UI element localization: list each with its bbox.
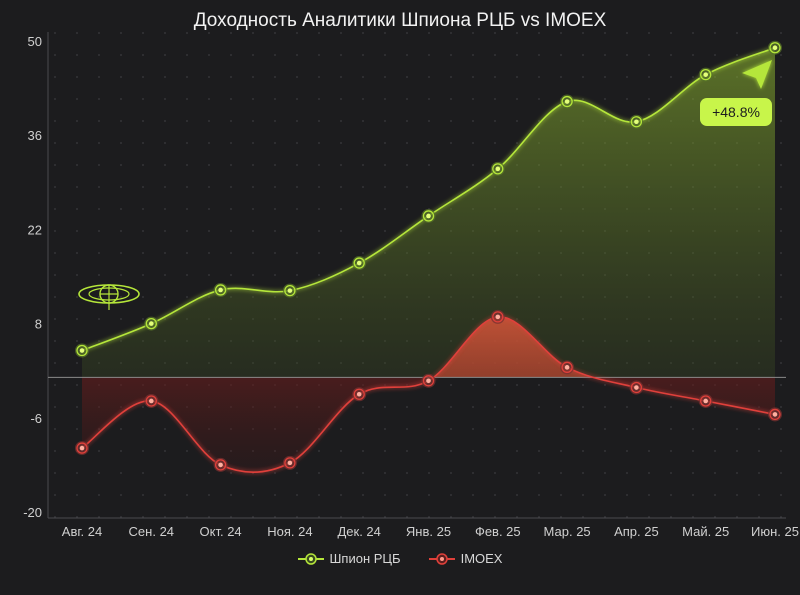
imoex-point-7[interactable] [560, 360, 575, 375]
return-badge-label: +48.8% [712, 104, 760, 120]
imoex-area-positive [433, 316, 594, 378]
target-globe-icon [78, 284, 140, 310]
x-tick-label-9: Май. 25 [682, 524, 729, 539]
imoex-point-1[interactable] [144, 393, 159, 408]
x-tick-label-8: Апр. 25 [614, 524, 659, 539]
spy-point-5[interactable] [421, 208, 436, 223]
imoex-area-negative [82, 377, 775, 473]
y-tick-label-0: 50 [28, 34, 42, 49]
legend-label-spy: Шпион РЦБ [329, 551, 401, 566]
imoex-point-0[interactable] [75, 441, 89, 456]
x-tick-label-0: Авг. 24 [62, 524, 102, 539]
spy-point-10[interactable] [768, 40, 782, 55]
imoex-point-2[interactable] [213, 457, 228, 472]
imoex-point-3[interactable] [282, 455, 297, 470]
x-tick-label-6: Фев. 25 [475, 524, 521, 539]
spy-point-2[interactable] [213, 282, 228, 297]
spy-point-3[interactable] [282, 283, 297, 298]
x-tick-label-4: Дек. 24 [337, 524, 380, 539]
imoex-point-4[interactable] [352, 387, 367, 402]
y-tick-label-3: 8 [35, 317, 42, 332]
spy-point-9[interactable] [698, 67, 713, 82]
x-tick-label-5: Янв. 25 [406, 524, 451, 539]
spy-point-6[interactable] [490, 161, 505, 176]
legend-label-imoex: IMOEX [460, 551, 503, 566]
imoex-point-10[interactable] [768, 407, 782, 422]
legend-swatch-imoex [428, 552, 455, 565]
arrow-up-right-icon [742, 60, 772, 89]
spy-area [82, 47, 775, 378]
legend: Шпион РЦБ IMOEX [0, 551, 800, 566]
x-tick-label-3: Ноя. 24 [267, 524, 312, 539]
imoex-point-9[interactable] [698, 393, 713, 408]
chart-title: Доходность Аналитики Шпиона РЦБ vs IMOEX [193, 10, 607, 31]
imoex-point-5[interactable] [421, 373, 436, 388]
legend-item-spy[interactable]: Шпион РЦБ [297, 551, 401, 566]
x-tick-label-10: Июн. 25 [751, 524, 799, 539]
y-tick-label-4: -6 [30, 411, 42, 426]
y-tick-label-2: 22 [28, 222, 42, 237]
spy-point-7[interactable] [560, 94, 575, 109]
legend-swatch-spy [297, 552, 324, 565]
x-tick-label-2: Окт. 24 [200, 524, 242, 539]
spy-point-1[interactable] [144, 316, 159, 331]
spy-point-4[interactable] [352, 256, 367, 271]
y-tick-label-5: -20 [23, 505, 42, 520]
y-tick-label-1: 36 [28, 128, 42, 143]
spy-point-0[interactable] [75, 343, 89, 358]
x-tick-label-7: Мар. 25 [544, 524, 591, 539]
x-tick-label-1: Сен. 24 [129, 524, 174, 539]
imoex-point-6[interactable] [490, 309, 505, 324]
return-badge: +48.8% [700, 98, 772, 126]
imoex-point-8[interactable] [629, 380, 644, 395]
spy-point-8[interactable] [629, 114, 644, 129]
legend-item-imoex[interactable]: IMOEX [428, 551, 503, 566]
spy-line [81, 46, 776, 352]
